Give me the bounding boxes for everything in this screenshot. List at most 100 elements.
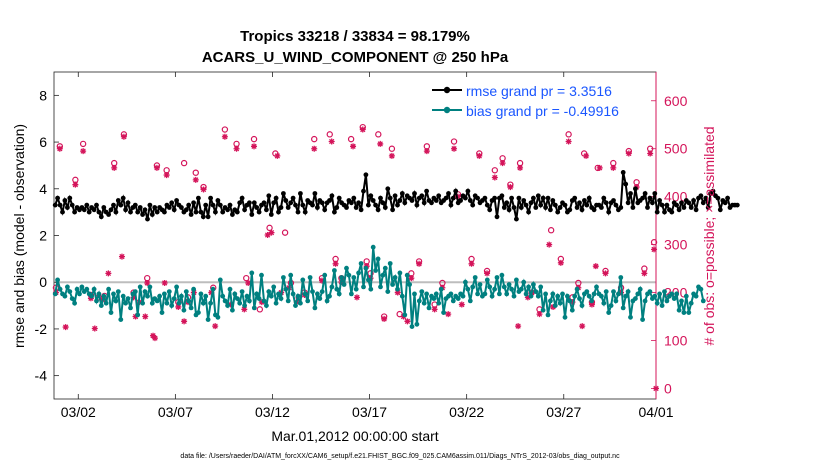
obs-assimilated-glyph (192, 176, 199, 183)
rmse-point (538, 202, 544, 208)
rmse-point (390, 207, 395, 213)
obs-assimilated-glyph (318, 277, 325, 284)
obs-assimilated-point (515, 323, 522, 330)
bias-point (601, 300, 607, 306)
rmse-point (531, 195, 536, 201)
obs-assimilated-glyph (350, 143, 357, 150)
rmse-point (606, 209, 612, 215)
rmse-point (288, 200, 294, 206)
rmse-point (334, 205, 340, 210)
rmse-point (387, 195, 393, 201)
obs-assimilated-glyph (546, 241, 553, 248)
bias-point (91, 286, 97, 292)
obs-possible-point (250, 135, 258, 143)
obs-assimilated-glyph (408, 275, 415, 282)
rmse-point (448, 202, 454, 208)
chart-title-line1: Tropics 33218 / 33834 = 98.179% (240, 28, 470, 45)
bias-series (52, 244, 706, 329)
rmse-point (722, 200, 728, 206)
bias-point (620, 305, 626, 311)
bias-point (128, 305, 133, 311)
bias-point (247, 298, 252, 304)
rmse-point (555, 209, 561, 215)
obs-assimilated-glyph (610, 164, 617, 171)
rmse-point (429, 200, 434, 206)
bias-point (149, 300, 155, 306)
bias-point (242, 303, 248, 308)
x-tick-label: 03/07 (158, 404, 193, 420)
obs-assimilated-glyph (458, 301, 465, 308)
bias-point (683, 293, 689, 299)
rmse-point (409, 198, 415, 203)
bias-point (77, 291, 82, 297)
obs-assimilated-glyph (120, 133, 127, 140)
rmse-point (599, 205, 604, 210)
obs-assimilated-glyph (208, 289, 215, 296)
rmse-point (242, 207, 248, 213)
obs-assimilated-glyph (507, 184, 514, 191)
rmse-point (273, 195, 279, 201)
rmse-point (120, 195, 126, 201)
bias-point (470, 284, 476, 290)
obs-assimilated-glyph (151, 335, 158, 342)
bias-point (368, 286, 374, 292)
bias-point (533, 289, 539, 294)
obs-assimilated-point (381, 315, 388, 322)
bias-point (181, 307, 187, 313)
rmse-point (261, 200, 267, 206)
obs-possible-point (192, 169, 199, 176)
rmse-point (463, 195, 468, 201)
bias-point (378, 284, 383, 290)
bias-point (169, 303, 175, 308)
bias-point (392, 275, 398, 280)
rmse-point (611, 198, 616, 203)
bias-point (652, 293, 658, 299)
rmse-point (193, 209, 199, 215)
bias-point (640, 317, 645, 322)
bias-point (545, 312, 551, 318)
obs-assimilated-glyph (515, 323, 522, 330)
obs-assimilated-glyph (353, 294, 360, 301)
bias-point (363, 265, 369, 271)
obs-assimilated-point (72, 181, 79, 188)
rmse-point (169, 200, 175, 206)
bias-point (509, 286, 514, 292)
obs-assimilated-point (105, 270, 112, 277)
rmse-point (470, 202, 476, 208)
rmse-point (601, 195, 607, 201)
bias-point (681, 310, 687, 315)
rmse-point (298, 191, 303, 196)
bias-point (538, 284, 544, 290)
chart-title-line2: ACARS_U_WIND_COMPONENT @ 250 hPa (202, 49, 509, 66)
bias-point (198, 291, 204, 297)
bias-point (574, 286, 580, 292)
obs-assimilated-point (625, 150, 632, 157)
obs-assimilated-glyph (517, 164, 524, 171)
bias-point (543, 291, 548, 297)
bias-line (54, 247, 705, 327)
rmse-point (482, 195, 488, 201)
bias-point (412, 291, 417, 297)
rmse-point (584, 202, 590, 208)
rmse-point (96, 209, 102, 215)
rmse-point (535, 193, 541, 199)
rmse-point (251, 200, 257, 206)
bias-point (562, 314, 568, 320)
bias-point (101, 293, 107, 299)
bias-point (373, 268, 378, 273)
bias-point (244, 293, 250, 299)
rmse-point (268, 212, 274, 217)
rmse-point (149, 212, 155, 217)
rmse-point (140, 212, 146, 217)
legend: rmse grand pr = 3.3516 bias grand pr = -… (432, 83, 619, 119)
rmse-point (368, 193, 374, 199)
rmse-point (191, 200, 197, 206)
bias-point (302, 291, 308, 297)
obs-assimilated-point (151, 335, 158, 342)
obs-assimilated-point (458, 301, 465, 308)
bias-point (698, 286, 704, 292)
rmse-point (421, 200, 427, 206)
bias-point (266, 289, 272, 294)
rmse-point (188, 212, 194, 217)
bias-point (188, 305, 194, 311)
